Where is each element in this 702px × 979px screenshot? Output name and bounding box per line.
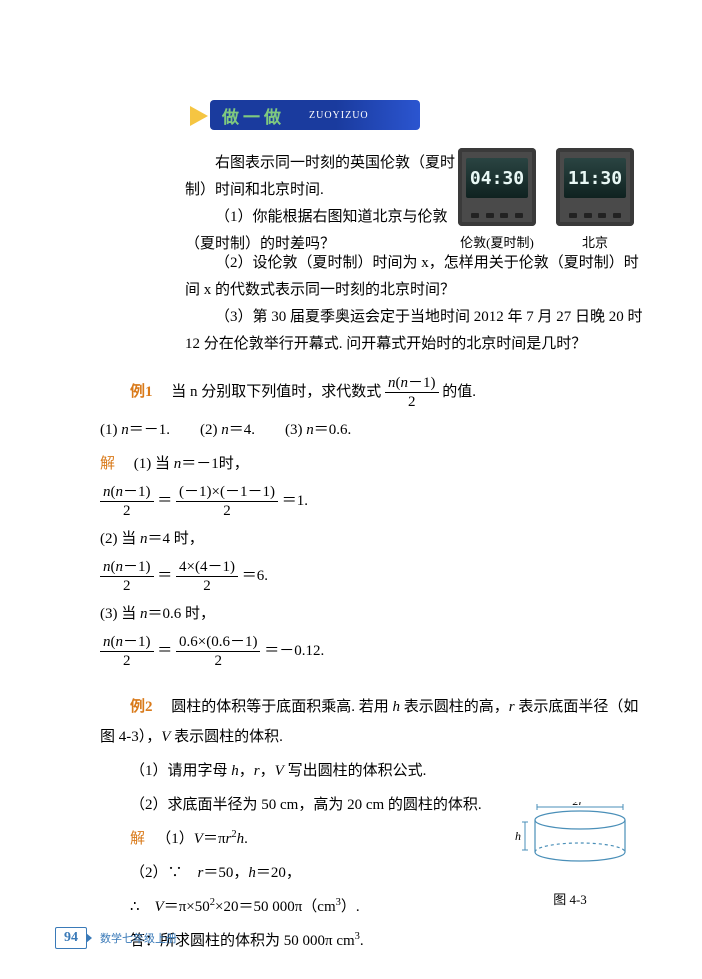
ex1-stem-b: 的值. [442,384,476,400]
cylinder-icon: 2r h [505,802,635,872]
banner-arrow-icon [190,106,208,126]
intro-questions: （2）设伦敦（夏时制）时间为 x，怎样用关于伦敦（夏时制）时间 x 的代数式表示… [185,250,645,358]
ex1-sol-2-eq: n(n－1)2 ＝ 4×(4－1)2 ＝6. [100,558,640,595]
ex1-sol-3-head: (3) 当 n＝0.6 时， [100,599,640,629]
clock-beijing: 11:30 北京 [556,148,634,251]
main-content: 例1 当 n 分别取下列值时，求代数式 n(n－1) 2 的值. (1) n＝－… [100,370,640,960]
question-3: （3）第 30 届夏季奥运会定于当地时间 2012 年 7 月 27 日晚 20… [185,304,645,358]
ex1-label: 例1 [130,384,153,400]
intro-line-1: 右图表示同一时刻的英国伦敦（夏时制）时间和北京时间. [185,150,465,204]
ex1-sol-3-eq: n(n－1)2 ＝ 0.6×(0.6－1)2 ＝－0.12. [100,633,640,670]
page-number: 94 [55,927,87,949]
banner-title: 做一做 [222,103,285,128]
ex1-parts: (1) n＝－1. (2) n＝4. (3) n＝0.6. [100,415,640,445]
svg-text:h: h [515,829,521,843]
clock-device-icon: 04:30 [458,148,536,226]
clocks-container: 04:30 伦敦(夏时制) 11:30 北京 [458,148,634,251]
sol-label: 解 [100,456,115,472]
clock-buttons-icon [458,213,536,218]
ex1-stem: 例1 当 n 分别取下列值时，求代数式 n(n－1) 2 的值. [100,374,640,411]
clock-screen: 11:30 [564,158,626,198]
ex1-fraction: n(n－1) 2 [385,374,439,411]
ex2-answer: 答：所求圆柱的体积为 50 000π cm3. [100,926,640,956]
clock-buttons-icon [556,213,634,218]
ex1-sol-1-eq: n(n－1)2 ＝ (－1)×(－1－1)2 ＝1. [100,483,640,520]
sol-label: 解 [130,831,145,847]
book-title: 数学七年级上册 [100,930,177,946]
clock-london: 04:30 伦敦(夏时制) [458,148,536,251]
zuoyizuo-banner: 做一做 ZUOYIZUO [190,100,430,132]
ex1-stem-a: 当 n 分别取下列值时，求代数式 [171,384,381,400]
banner-body: 做一做 ZUOYIZUO [210,100,420,130]
cylinder-figure: 2r h 图 4-3 [500,802,640,913]
clock-label-london: 伦敦(夏时制) [458,232,536,251]
clock-device-icon: 11:30 [556,148,634,226]
ex1-sol-2-head: (2) 当 n＝4 时， [100,524,640,554]
banner-pinyin: ZUOYIZUO [309,110,369,121]
clock-screen: 04:30 [466,158,528,198]
ex2-label: 例2 [130,699,153,715]
figure-label: 图 4-3 [500,887,640,913]
ex1-sol-1-head: 解 (1) 当 n＝－1时， [100,449,640,479]
page-footer: 94 数学七年级上册 [55,927,177,949]
ex2-stem-wrap: 例2 圆柱的体积等于底面积乘高. 若用 h 表示圆柱的高，r 表示底面半径（如图… [100,692,640,752]
footer-arrow-icon [86,933,96,943]
clock-label-beijing: 北京 [556,232,634,251]
ex2-q1: （1）请用字母 h，r，V 写出圆柱的体积公式. [100,756,640,786]
question-2: （2）设伦敦（夏时制）时间为 x，怎样用关于伦敦（夏时制）时间 x 的代数式表示… [185,250,645,304]
svg-text:2r: 2r [573,802,584,808]
